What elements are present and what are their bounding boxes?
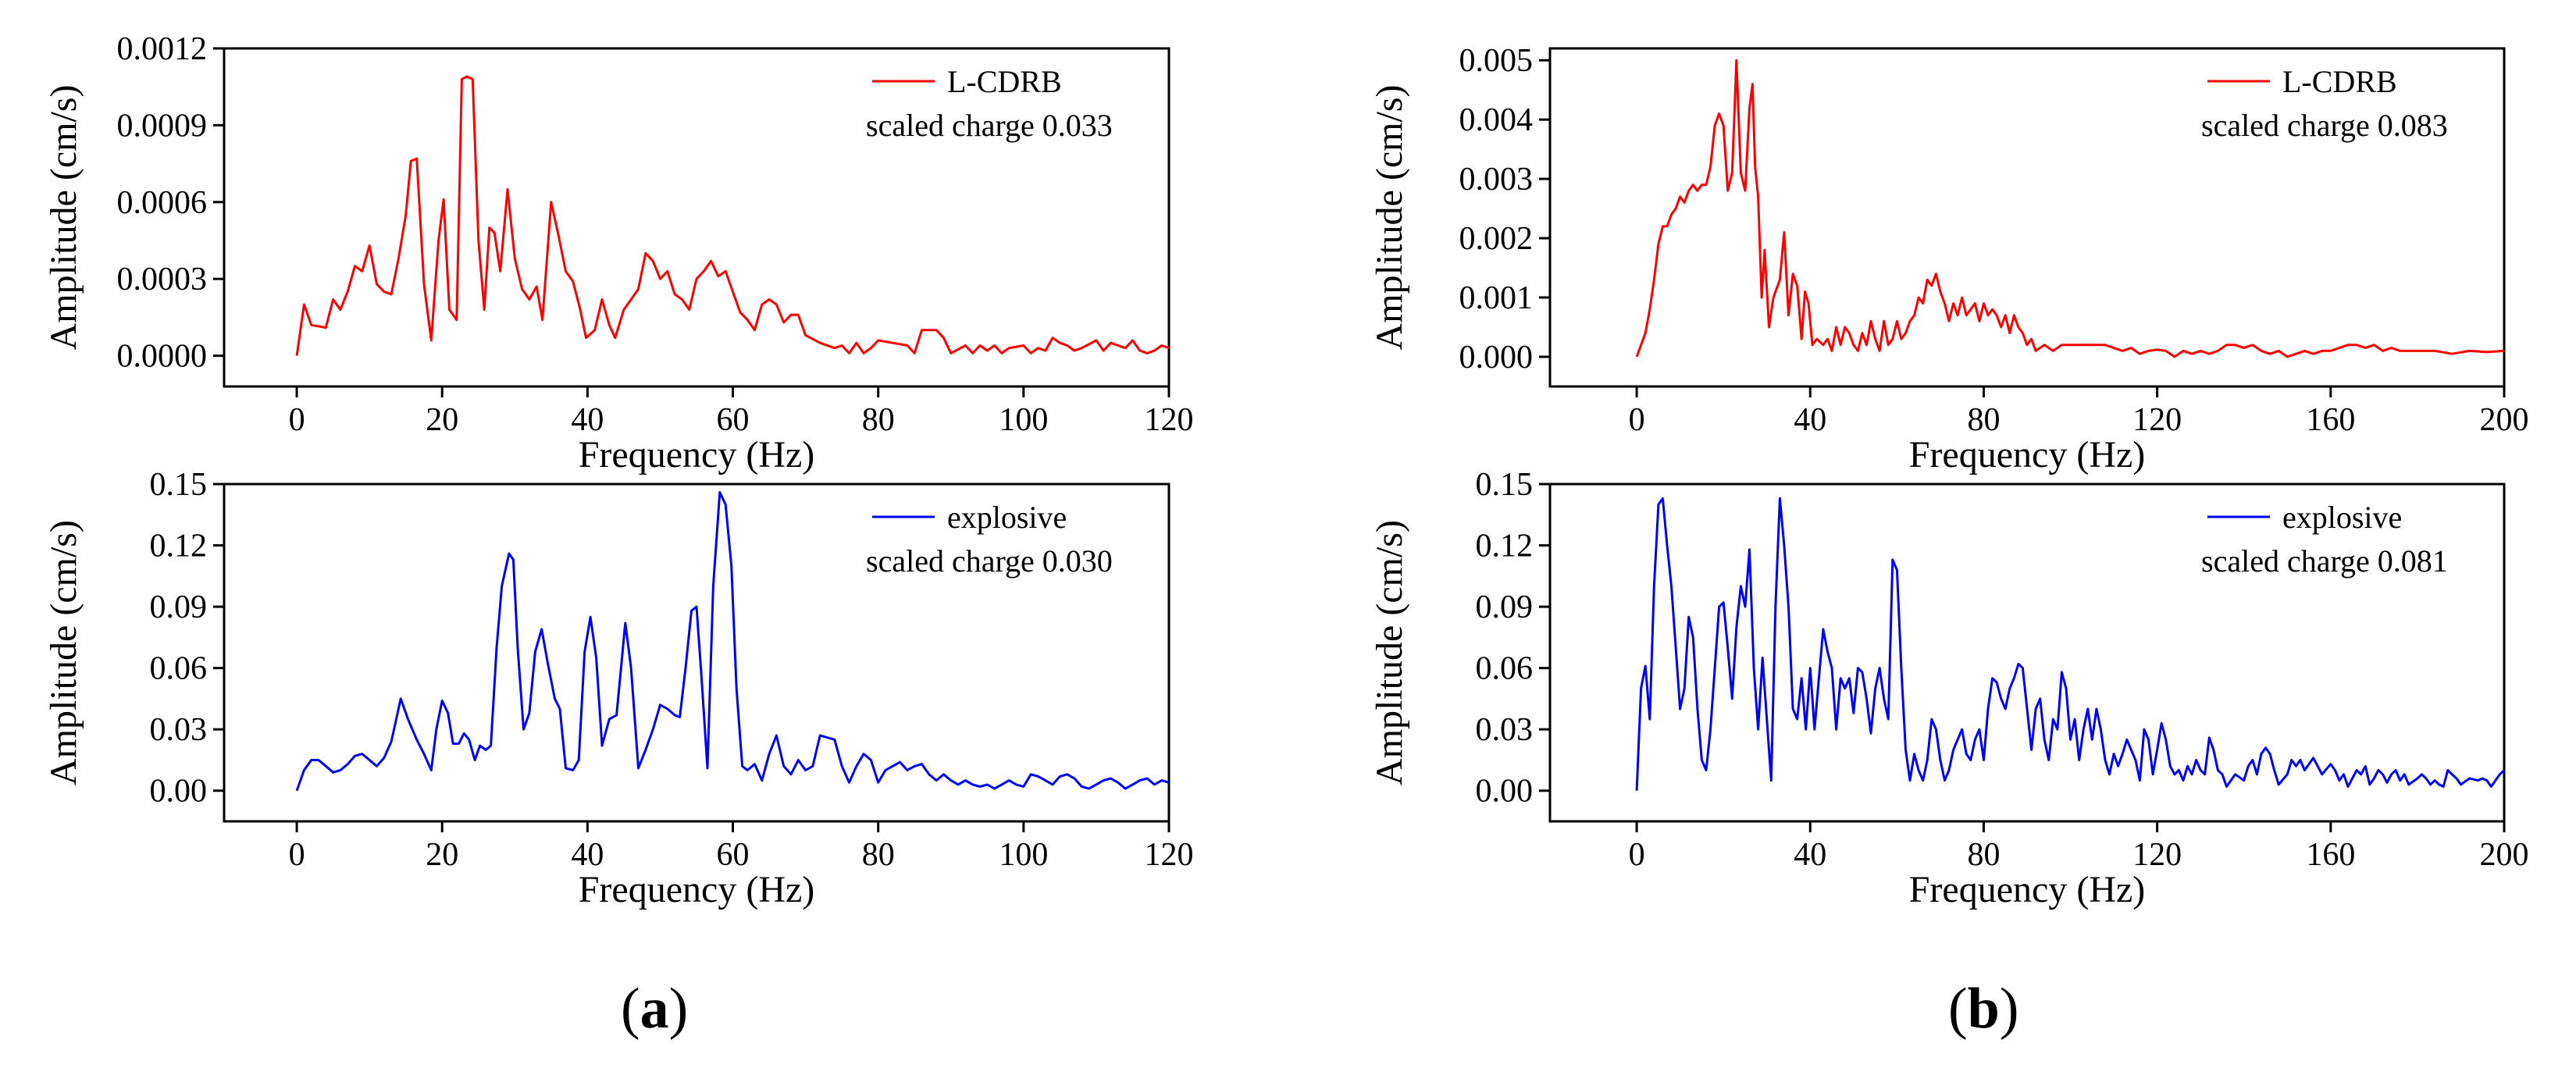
chart-top-right-ytick-label-5: 0.005 (1459, 43, 1534, 79)
chart-top-right-frame (1548, 47, 2506, 388)
chart-bottom-right-xtick-label-1: 40 (1794, 837, 1826, 873)
panel-label-b-open: ( (1948, 977, 1968, 1041)
chart-bottom-left-xtick-label-6: 120 (1145, 837, 1194, 873)
chart-top-left-ytick-label-0: 0.0000 (117, 339, 208, 375)
chart-bottom-right-series-line-0 (1635, 497, 2506, 791)
chart-bottom-right-ytick-label-0: 0.00 (1476, 774, 1534, 810)
chart-bottom-right-ytick-label-4: 0.12 (1476, 529, 1534, 564)
panel-label-b-letter: b (1967, 977, 2000, 1041)
panel-label-a-letter: a (640, 977, 669, 1041)
chart-top-right-legend-label: L-CDRB (2282, 64, 2397, 99)
chart-bottom-left-ytick-label-5: 0.15 (150, 467, 208, 503)
chart-bottom-right-ylabel: Amplitude (cm/s) (1369, 520, 1410, 785)
chart-bottom-left-ytick-label-4: 0.12 (150, 529, 208, 564)
chart-bottom-left-ytick-label-3: 0.09 (150, 589, 208, 625)
chart-bottom-right-ytick-label-1: 0.03 (1476, 712, 1534, 748)
chart-bottom-right-xtick-label-5: 200 (2480, 837, 2529, 873)
chart-top-left-xtick-label-5: 100 (999, 402, 1048, 438)
chart-bottom-right-frame (1548, 483, 2506, 823)
chart-bottom-right-ytick-label-3: 0.09 (1476, 589, 1534, 625)
chart-top-left-ytick-label-4: 0.0012 (117, 31, 208, 67)
chart-top-right-legend-note: scaled charge 0.083 (2201, 108, 2448, 143)
chart-top-right-ytick-label-0: 0.000 (1459, 340, 1534, 376)
chart-top-left-ytick-label-2: 0.0006 (117, 185, 208, 221)
chart-top-left-legend-label: L-CDRB (947, 64, 1062, 99)
panel-label-a-open: ( (621, 977, 640, 1041)
chart-top-right-xtick-label-4: 160 (2306, 402, 2355, 438)
chart-bottom-left-frame (223, 483, 1170, 823)
panel-label-b: (b) (1948, 976, 2018, 1042)
chart-bottom-right-ytick-label-2: 0.06 (1476, 651, 1534, 687)
panel-label-a-close: ) (668, 977, 689, 1041)
chart-bottom-left-ylabel: Amplitude (cm/s) (43, 520, 84, 785)
chart-top-right-xlabel: Frequency (Hz) (1909, 434, 2146, 475)
chart-bottom-right-ytick-label-5: 0.15 (1476, 467, 1534, 503)
chart-top-left-xtick-label-4: 80 (862, 402, 895, 438)
chart-top-left-xtick-label-2: 40 (571, 402, 604, 438)
chart-bottom-left-legend-note: scaled charge 0.030 (866, 543, 1113, 579)
chart-bottom-left-legend-label: explosive (947, 500, 1067, 535)
chart-top-right-ytick-label-4: 0.004 (1459, 102, 1534, 138)
chart-top-right-xtick-label-5: 200 (2480, 402, 2529, 438)
chart-top-left-xtick-label-3: 60 (717, 402, 750, 438)
panel-label-a: (a) (621, 976, 688, 1042)
chart-top-left-xtick-label-6: 120 (1145, 402, 1194, 438)
chart-bottom-left-xtick-label-5: 100 (999, 837, 1048, 873)
chart-bottom-right-xtick-label-3: 120 (2132, 837, 2182, 873)
chart-top-right: 0 40 80 120 160 200 0.000 0.001 0.002 0.003 0.004 0… (1369, 43, 2529, 475)
chart-top-left-frame (223, 47, 1170, 388)
chart-bottom-right-xtick-label-0: 0 (1629, 837, 1645, 873)
chart-bottom-right-xtick-label-4: 160 (2306, 837, 2355, 873)
chart-top-left-ytick-label-1: 0.0003 (117, 262, 208, 297)
chart-top-right-xtick-label-3: 120 (2132, 402, 2182, 438)
chart-top-left-ytick-label-3: 0.0009 (117, 108, 208, 144)
chart-bottom-right-legend-label: explosive (2282, 500, 2402, 535)
chart-top-right-ytick-label-3: 0.003 (1459, 162, 1534, 198)
chart-bottom-left-xtick-label-2: 40 (571, 837, 604, 873)
chart-top-right-series-line-0 (1635, 59, 2505, 358)
chart-bottom-right-xtick-label-2: 80 (1967, 837, 2000, 873)
chart-bottom-left-ytick-label-1: 0.03 (150, 712, 208, 748)
panel-label-b-close: ) (1999, 977, 2019, 1041)
chart-bottom-right-legend-note: scaled charge 0.081 (2201, 543, 2448, 579)
chart-top-right-ytick-label-2: 0.002 (1459, 221, 1534, 257)
chart-top-left: 0 20 40 60 80 100 120 0.0000 0.0003 0.0006 0.0009 0… (43, 31, 1194, 475)
chart-top-right-xtick-label-1: 40 (1794, 402, 1826, 438)
chart-top-right-ytick-label-1: 0.001 (1459, 280, 1534, 316)
chart-top-left-xtick-label-0: 0 (289, 402, 305, 438)
chart-top-right-xtick-label-2: 80 (1967, 402, 2000, 438)
chart-bottom-left-xtick-label-4: 80 (862, 837, 895, 873)
chart-top-left-ylabel: Amplitude (cm/s) (43, 85, 84, 351)
chart-top-left-xlabel: Frequency (Hz) (579, 434, 815, 475)
chart-bottom-right: 0 40 80 120 160 200 0.00 0.03 0.06 0.09 0.12 0.15 Fr… (1369, 467, 2529, 910)
chart-top-left-legend-note: scaled charge 0.033 (866, 108, 1113, 143)
chart-bottom-left-ytick-label-0: 0.00 (150, 774, 208, 810)
chart-bottom-right-xlabel: Frequency (Hz) (1909, 869, 2146, 910)
chart-bottom-left-xlabel: Frequency (Hz) (579, 869, 815, 910)
chart-bottom-left-xtick-label-1: 20 (426, 837, 458, 873)
chart-bottom-left-series-line-0 (295, 491, 1170, 792)
chart-top-right-ylabel: Amplitude (cm/s) (1369, 85, 1410, 351)
chart-bottom-left-xtick-label-3: 60 (717, 837, 750, 873)
chart-top-left-series-line-0 (295, 75, 1170, 356)
chart-bottom-left: 0 20 40 60 80 100 120 0.00 0.03 0.06 0.09 0.12 0.15 F… (43, 467, 1194, 910)
chart-bottom-left-ytick-label-2: 0.06 (150, 651, 208, 687)
chart-top-right-xtick-label-0: 0 (1629, 402, 1645, 438)
chart-bottom-left-xtick-label-0: 0 (289, 837, 305, 873)
chart-top-left-xtick-label-1: 20 (426, 402, 458, 438)
